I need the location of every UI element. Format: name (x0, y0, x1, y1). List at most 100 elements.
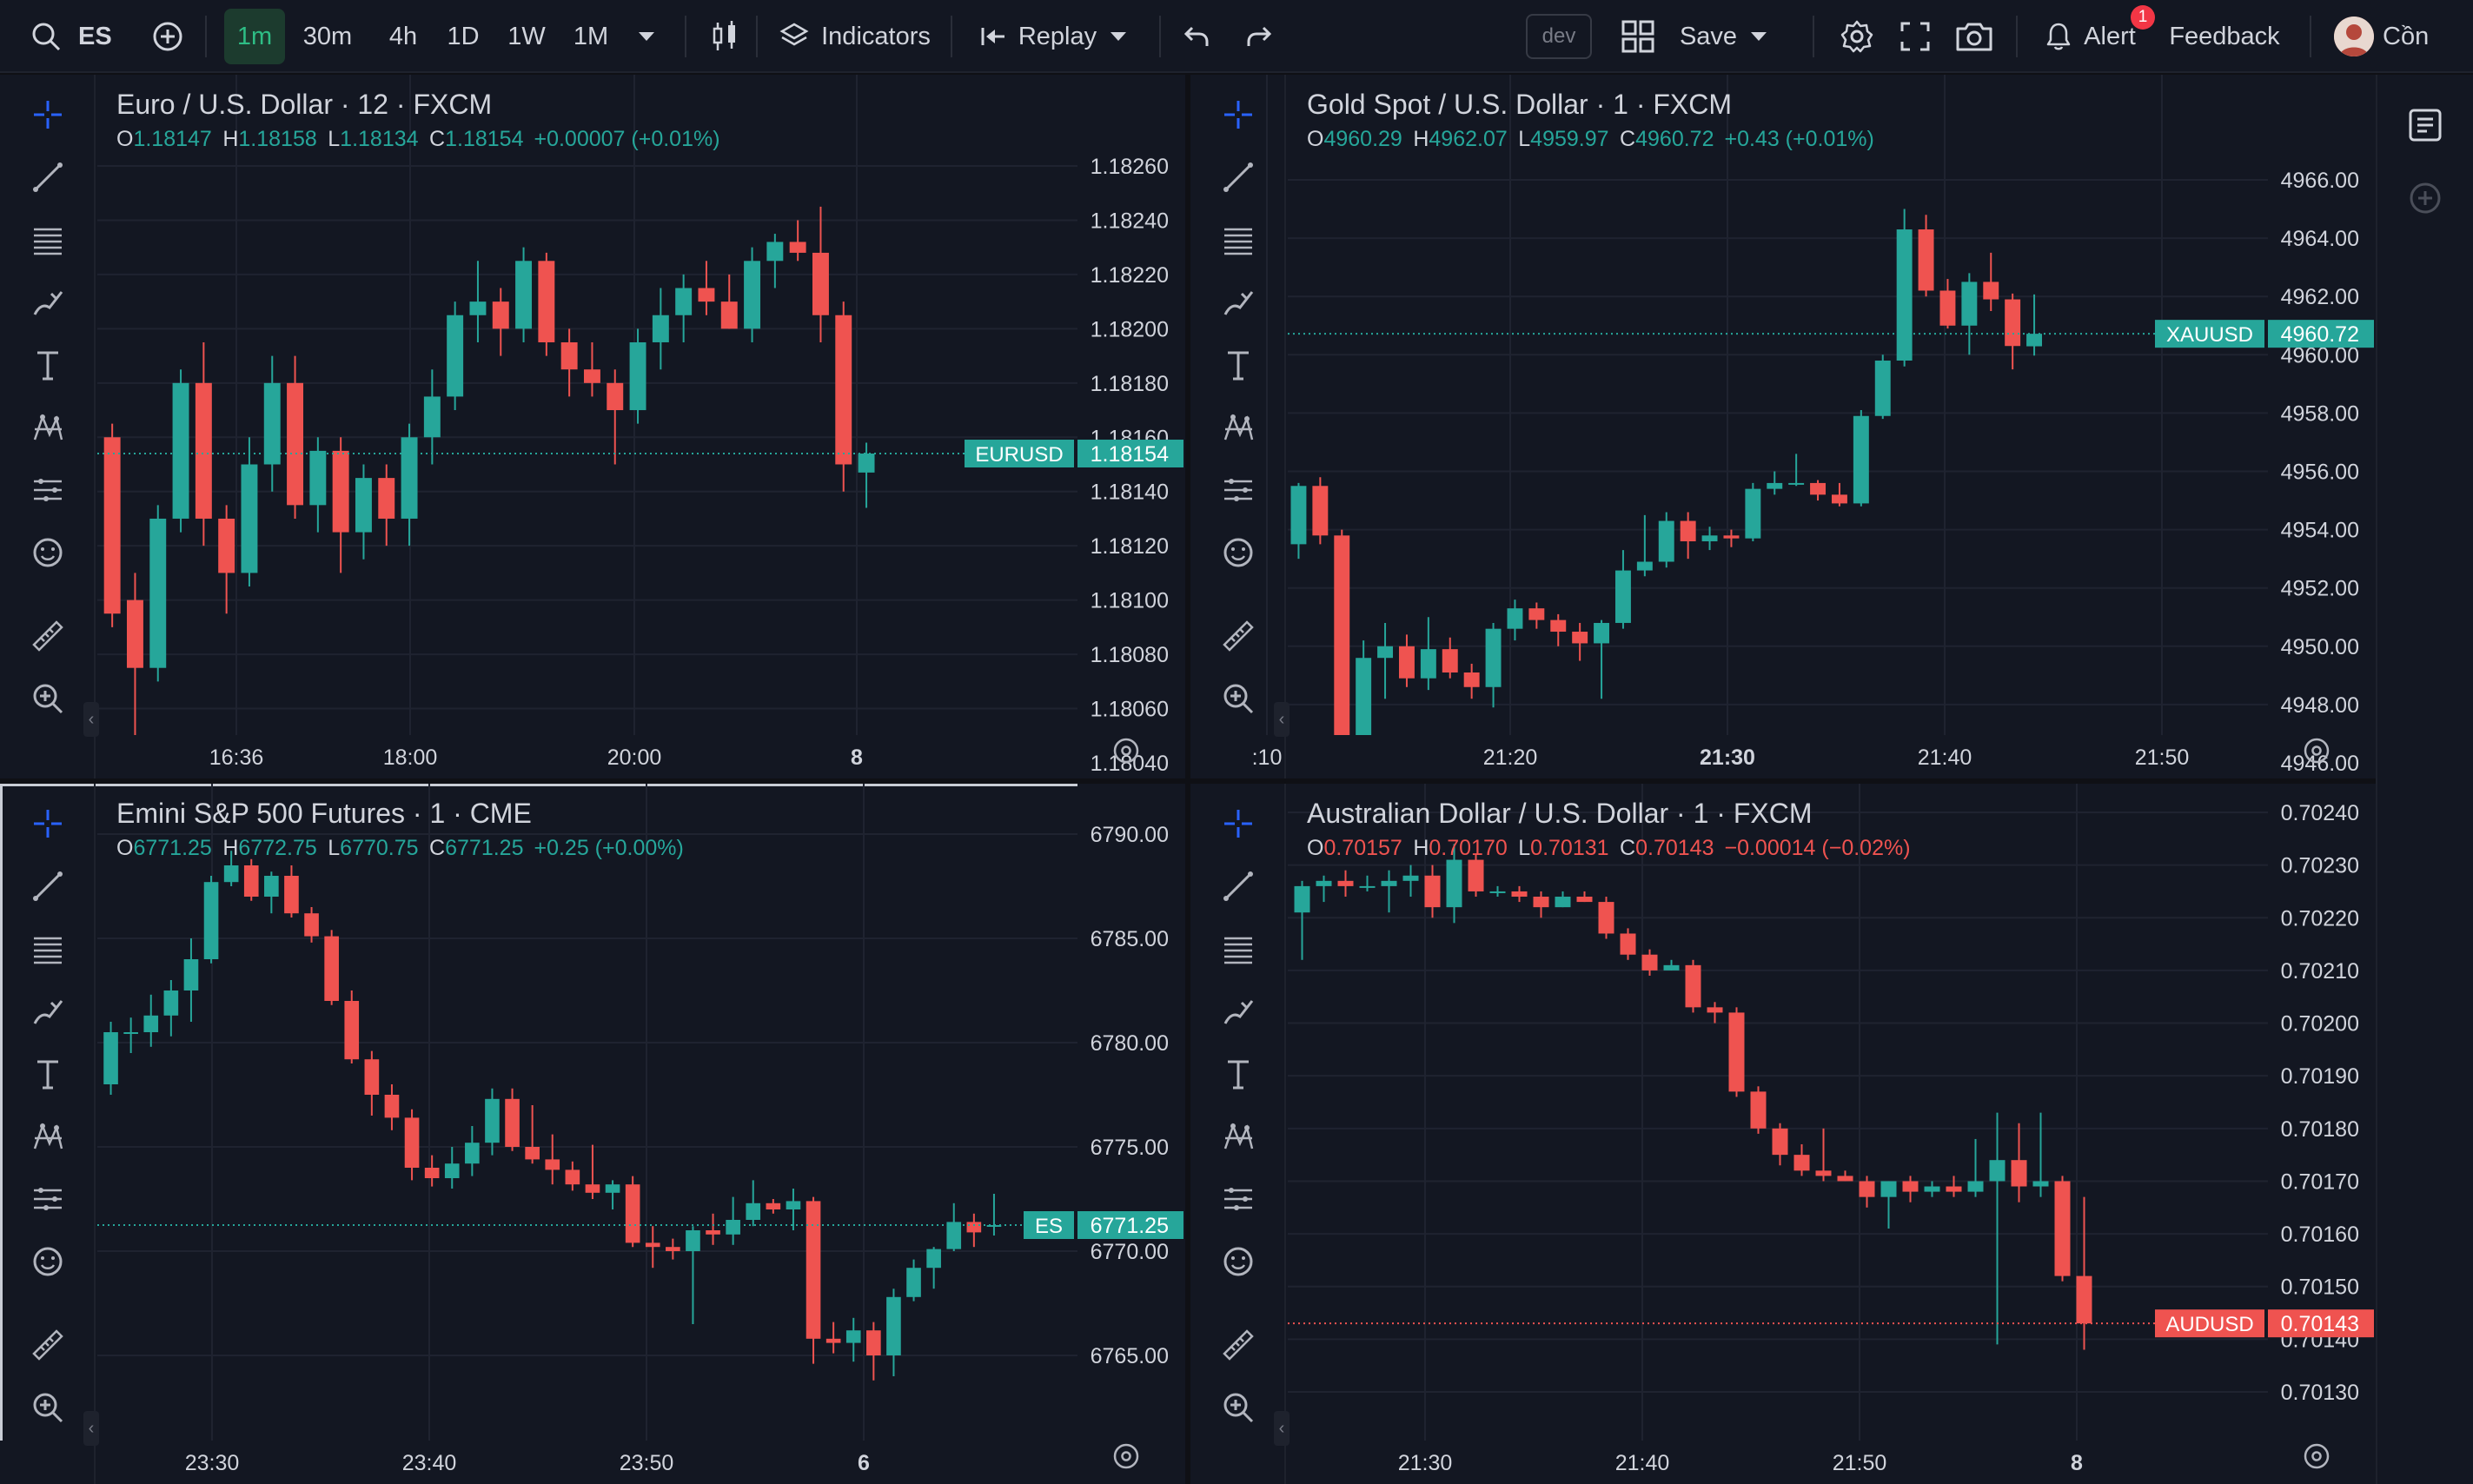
fib-lines-tool[interactable] (23, 215, 72, 264)
candle-body (1853, 415, 1869, 504)
axis-settings-icon[interactable] (1113, 738, 1139, 764)
symbol-label[interactable]: ES (78, 22, 112, 50)
settings-button[interactable] (1835, 0, 1879, 73)
price-axis[interactable] (1077, 75, 1185, 735)
price-axis[interactable] (1077, 784, 1185, 1441)
watchlist-button[interactable] (2401, 101, 2450, 149)
candle-body (2054, 1181, 2071, 1276)
candle-body (1468, 859, 1484, 891)
chart-title[interactable]: Australian Dollar / U.S. Dollar · 1 · FX… (1307, 798, 1813, 829)
brush-tool[interactable] (23, 987, 72, 1036)
trend-line-tool[interactable] (23, 153, 72, 202)
emoji-tool[interactable] (23, 1237, 72, 1286)
indicators-button[interactable]: Indicators (770, 0, 940, 73)
ohlc-key: H (211, 836, 239, 860)
axis-settings-icon[interactable] (2304, 738, 2330, 764)
replay-button[interactable]: Replay (965, 0, 1144, 73)
save-button[interactable]: Save (1674, 0, 1774, 73)
axis-settings-icon[interactable] (2304, 1443, 2330, 1469)
text-tool[interactable] (23, 1050, 72, 1098)
emoji-tool[interactable] (1214, 1237, 1263, 1286)
interval-dropdown-button[interactable] (627, 0, 666, 73)
add-widget-button[interactable] (2401, 174, 2450, 222)
interval-4h-button[interactable]: 4h (388, 22, 418, 50)
crosshair-tool[interactable] (23, 799, 72, 848)
chart-pane[interactable]: 0.70240 0.70230 0.70220 0.70210 0.70200 0.701… (1190, 784, 2376, 1484)
chart-title[interactable]: Emini S&P 500 Futures · 1 · CME (116, 798, 532, 829)
time-axis[interactable] (1190, 1441, 2376, 1484)
chart-pane[interactable]: 1.18260 1.18240 1.18220 1.18200 1.18180 1.181… (0, 75, 1185, 778)
candle-body (560, 341, 578, 370)
crosshair-tool[interactable] (1214, 799, 1263, 848)
pattern-tool[interactable] (23, 1112, 72, 1161)
pattern-tool[interactable] (23, 403, 72, 452)
collapse-toolbar-handle[interactable]: ‹ (1274, 1411, 1290, 1446)
fullscreen-button[interactable] (1894, 0, 1936, 73)
prediction-tool[interactable] (23, 466, 72, 514)
snapshot-button[interactable] (1952, 0, 1997, 73)
chart-title[interactable]: Euro / U.S. Dollar · 12 · FXCM (116, 89, 493, 120)
price-chart[interactable]: 6790.00 6785.00 6780.00 6775.00 6770.00 6765.… (0, 784, 1185, 1484)
ruler-tool[interactable] (23, 612, 72, 660)
pattern-tool[interactable] (1214, 1112, 1263, 1161)
price-chart[interactable]: 0.70240 0.70230 0.70220 0.70210 0.70200 0.701… (1190, 784, 2376, 1484)
brush-tool[interactable] (1214, 987, 1263, 1036)
trend-line-tool[interactable] (1214, 862, 1263, 911)
pattern-tool[interactable] (1214, 403, 1263, 452)
collapse-toolbar-handle[interactable]: ‹ (83, 702, 99, 737)
interval-1w-button[interactable]: 1W (507, 22, 546, 50)
layout-button[interactable] (1614, 0, 1661, 73)
redo-button[interactable] (1237, 0, 1281, 73)
interval-1m-month-button[interactable]: 1M (573, 22, 609, 50)
alert-button[interactable]: Alert (2042, 0, 2139, 73)
interval-1d-button[interactable]: 1D (447, 22, 480, 50)
avatar[interactable] (2334, 17, 2374, 56)
ruler-tool[interactable] (23, 1321, 72, 1369)
price-chart[interactable]: 1.18260 1.18240 1.18220 1.18200 1.18180 1.181… (0, 75, 1185, 778)
fib-lines-tool[interactable] (23, 924, 72, 973)
text-tool[interactable] (1214, 1050, 1263, 1098)
crosshair-tool[interactable] (1214, 90, 1263, 139)
price-axis[interactable] (2268, 75, 2376, 735)
emoji-tool[interactable] (1214, 528, 1263, 577)
trend-line-tool[interactable] (23, 862, 72, 911)
time-axis[interactable] (0, 1441, 1185, 1484)
ohlc-change-value: +0.25 (+0.00%) (534, 836, 684, 860)
ruler-tool[interactable] (1214, 612, 1263, 660)
crosshair-tool[interactable] (23, 90, 72, 139)
interval-1m-button[interactable]: 1m (224, 9, 285, 64)
candle-body (1334, 535, 1350, 745)
collapse-toolbar-handle[interactable]: ‹ (83, 1411, 99, 1446)
fib-lines-tool[interactable] (1214, 215, 1263, 264)
user-name[interactable]: Cồn (2383, 22, 2430, 50)
text-tool[interactable] (1214, 341, 1263, 389)
chart-type-button[interactable] (706, 0, 744, 73)
emoji-tool[interactable] (23, 528, 72, 577)
prediction-tool[interactable] (23, 1175, 72, 1223)
time-axis[interactable] (0, 735, 1185, 778)
chart-pane[interactable]: 4966.00 4964.00 4962.00 4960.00 4958.00 4956.… (1190, 75, 2376, 778)
trend-line-tool[interactable] (1214, 153, 1263, 202)
compare-add-button[interactable] (146, 0, 189, 73)
ruler-tool[interactable] (1214, 1321, 1263, 1369)
zoom-in-tool[interactable] (1214, 674, 1263, 723)
chart-title[interactable]: Gold Spot / U.S. Dollar · 1 · FXCM (1307, 89, 1733, 120)
prediction-tool[interactable] (1214, 1175, 1263, 1223)
prediction-tool[interactable] (1214, 466, 1263, 514)
axis-settings-icon[interactable] (1113, 1443, 1139, 1469)
symbol-search-button[interactable] (16, 0, 76, 73)
undo-button[interactable] (1175, 0, 1218, 73)
fib-lines-tool[interactable] (1214, 924, 1263, 973)
interval-30m-button[interactable]: 30m (302, 22, 353, 50)
brush-tool[interactable] (1214, 278, 1263, 327)
zoom-in-tool[interactable] (1214, 1383, 1263, 1432)
zoom-in-tool[interactable] (23, 1383, 72, 1432)
collapse-toolbar-handle[interactable]: ‹ (1274, 702, 1290, 737)
brush-tool[interactable] (23, 278, 72, 327)
zoom-in-tool[interactable] (23, 674, 72, 723)
time-axis[interactable] (1190, 735, 2376, 778)
feedback-button[interactable]: Feedback (2169, 22, 2280, 50)
chart-pane[interactable]: 6790.00 6785.00 6780.00 6775.00 6770.00 6765.… (0, 784, 1185, 1484)
price-chart[interactable]: 4966.004964.004962.004960.004958.004956.… (1190, 75, 2376, 778)
text-tool[interactable] (23, 341, 72, 389)
